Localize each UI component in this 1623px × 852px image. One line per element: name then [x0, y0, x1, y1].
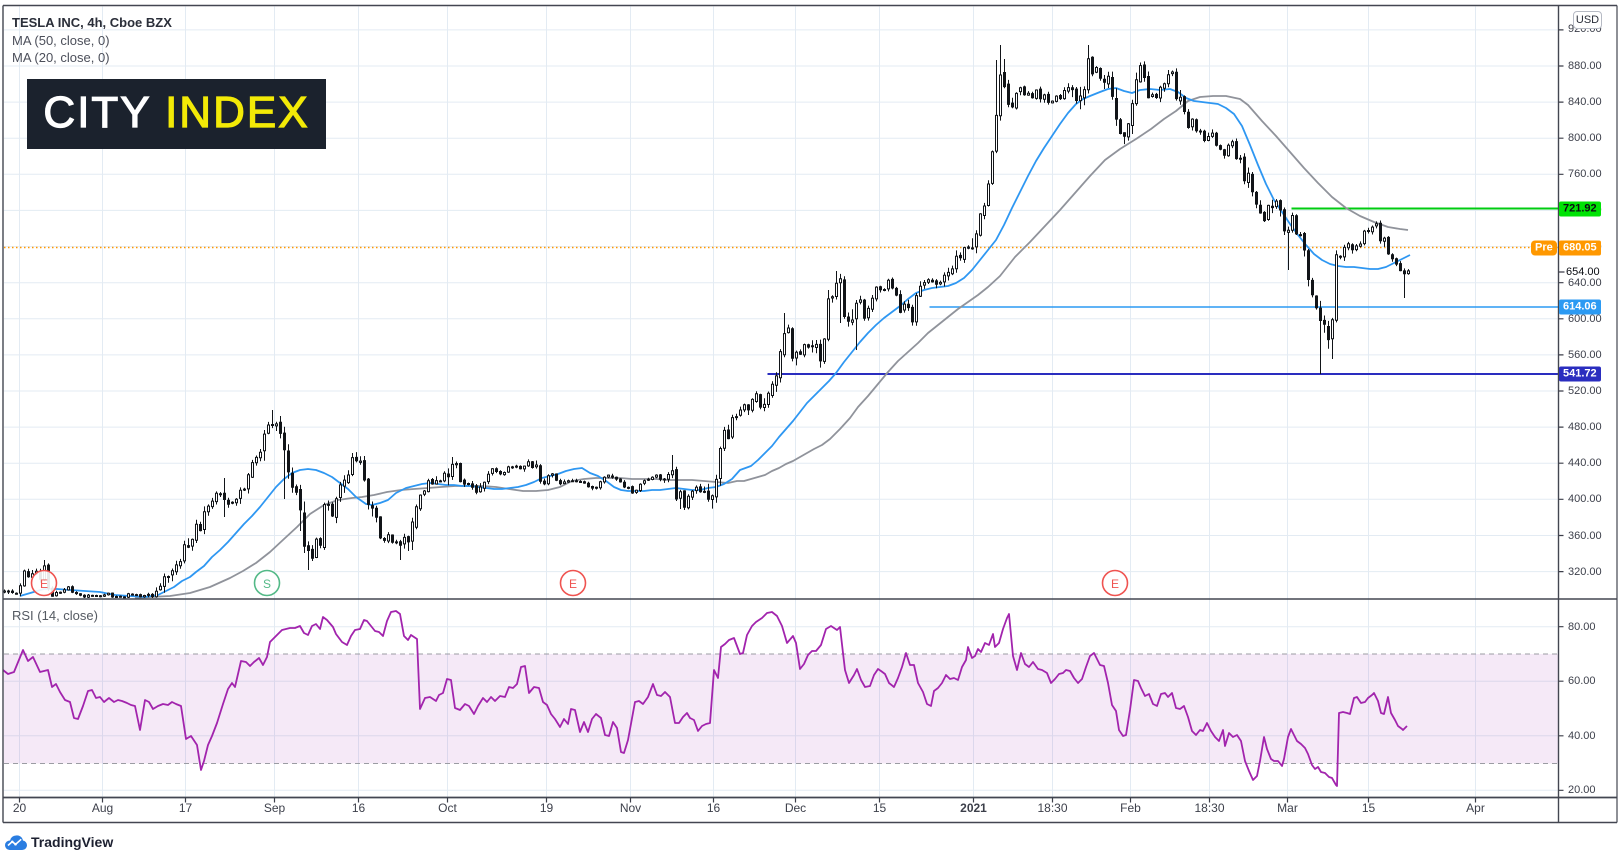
svg-text:E: E	[1111, 577, 1119, 591]
svg-text:E: E	[569, 577, 577, 591]
svg-text:S: S	[263, 577, 271, 591]
svg-text:E: E	[40, 577, 48, 591]
